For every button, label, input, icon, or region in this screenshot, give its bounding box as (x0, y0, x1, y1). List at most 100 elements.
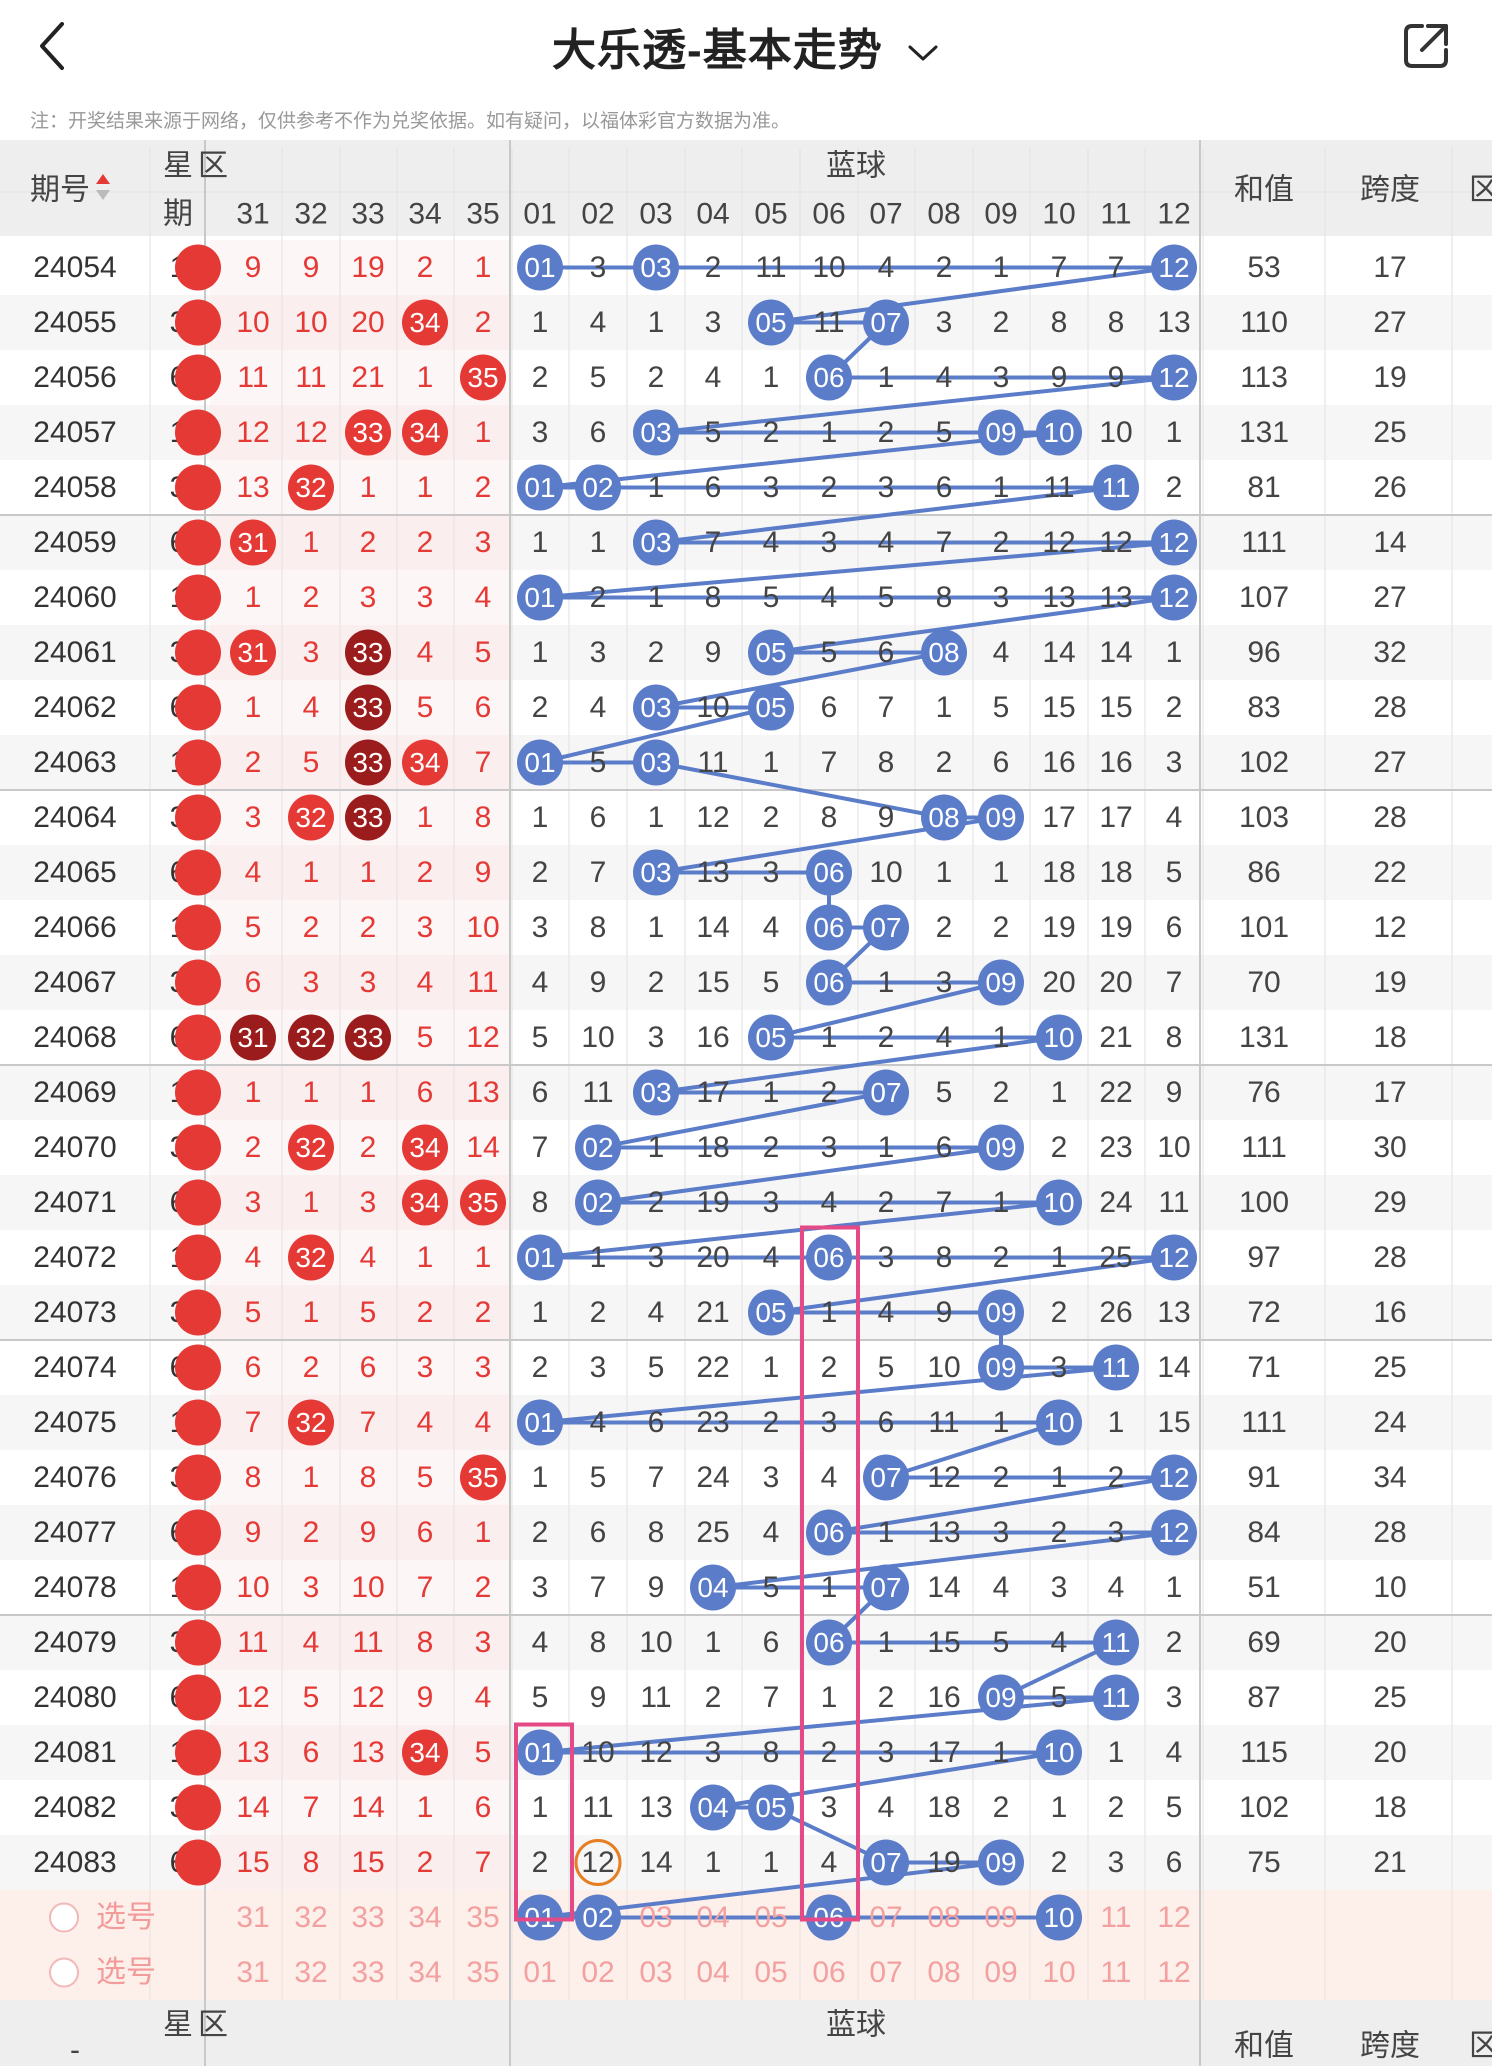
top-navigation-bar: 大乐透-基本走势 (0, 0, 1492, 95)
blue-miss-count: 7 (590, 856, 607, 889)
blue-ball-number: 01 (524, 747, 555, 778)
blue-miss-count: 3 (590, 636, 607, 669)
table-row[interactable]: 24078110310723790451071443415110 (33, 1564, 1407, 1611)
table-row[interactable]: 24060112334012185458313131210727 (33, 574, 1407, 621)
sort-desc-icon[interactable] (96, 190, 110, 200)
front-miss-count: 7 (245, 1406, 262, 1439)
issue-cell: 24077 (33, 1516, 116, 1549)
blue-miss-count: 2 (1051, 1296, 1068, 1329)
table-row[interactable]: 24074662633235221251009311147125 (33, 1344, 1407, 1391)
front-zone-band (210, 1505, 510, 1560)
blue-miss-count: 2 (532, 361, 549, 394)
blue-miss-count: 4 (993, 636, 1010, 669)
blue-miss-count: 11 (582, 1791, 613, 1824)
front-miss-count: 2 (245, 1131, 262, 1164)
front-ball-number: 34 (409, 1132, 440, 1163)
blue-select-number: 09 (984, 1901, 1017, 1934)
table-row[interactable]: 240613313334513290556084141419632 (33, 629, 1407, 676)
front-ball (288, 1234, 334, 1281)
select-row[interactable]: 选号 31 32 33 34 35 01 02 03 04 05 06 07 08 09 10 11 12 (49, 1956, 1191, 1989)
table-row[interactable]: 240691111613611031712075212297617 (33, 1069, 1407, 1116)
blue-miss-count: 6 (993, 746, 1010, 779)
table-row[interactable]: 2406863132335125103160512411021813118 (33, 1014, 1407, 1061)
table-row[interactable]: 2407517327440146232361111011511124 (33, 1399, 1407, 1446)
front-miss-count: 1 (417, 801, 434, 834)
blue-miss-count: 1 (532, 801, 549, 834)
blue-miss-count: 16 (1042, 746, 1075, 779)
front-ball-number: 32 (295, 1022, 326, 1053)
table-row[interactable]: 24071631334358022193427110241110029 (33, 1179, 1407, 1226)
blue-miss-count: 6 (936, 471, 953, 504)
table-row[interactable]: 24063125333470150311178261616310227 (33, 739, 1407, 786)
chevron-left-icon[interactable] (30, 18, 80, 74)
table-row[interactable]: 24073351522124210514909226137216 (33, 1289, 1407, 1336)
table-row[interactable]: 240656411292703133061011181858622 (33, 849, 1407, 896)
table-row[interactable]: 240811136133450110123823171101411520 (33, 1729, 1407, 1776)
front-ball-number: 31 (237, 527, 268, 558)
table-row[interactable]: 240541991921013032111042177125317 (33, 244, 1407, 291)
select-radio[interactable] (49, 1957, 79, 1988)
blue-ball (863, 1564, 909, 1611)
table-row[interactable]: 240673633411492155061309202077019 (33, 959, 1407, 1006)
blue-miss-count: 4 (993, 1571, 1010, 1604)
table-row[interactable]: 240806125129459112712160951138725 (33, 1674, 1407, 1721)
blue-miss-count: 24 (1099, 1186, 1132, 1219)
selected-blue-ball[interactable] (575, 1894, 621, 1941)
blue-miss-count: 8 (705, 581, 722, 614)
table-row[interactable]: 24064333233181611228908091717410328 (33, 794, 1407, 841)
table-row[interactable]: 240721432411011320406382125129728 (33, 1234, 1407, 1281)
select-radio[interactable] (49, 1902, 79, 1933)
partial-ball (175, 1234, 221, 1281)
front-select-number: 33 (351, 1901, 384, 1934)
table-row[interactable]: 240703232234147021182316092231011130 (33, 1124, 1407, 1171)
table-row[interactable]: 2407769296126825406113323128428 (33, 1509, 1407, 1556)
front-ball (402, 739, 448, 786)
blue-miss-count: 2 (993, 1241, 1010, 1274)
table-row[interactable]: 2405661111211352524106143991211319 (33, 354, 1407, 401)
blue-miss-count: 13 (1042, 581, 1075, 614)
table-row[interactable]: 240626143356240310056715151528328 (33, 684, 1407, 731)
page-title-dropdown[interactable]: 大乐透-基本走势 (0, 14, 1492, 78)
front-ball (402, 409, 448, 456)
blue-miss-count: 3 (878, 1241, 895, 1274)
issue-cell: 24069 (33, 1076, 116, 1109)
sort-asc-icon[interactable] (96, 174, 110, 184)
blue-col-header: 09 (984, 198, 1017, 231)
blue-select-number: 10 (1042, 1956, 1075, 1989)
trend-line-segment (655, 760, 945, 820)
table-row[interactable]: 240571121233341360352125091010113125 (33, 409, 1407, 456)
share-icon[interactable] (1398, 18, 1454, 74)
front-ball-number: 34 (409, 1187, 440, 1218)
table-row[interactable]: 24082314714161111304053418212510218 (33, 1784, 1407, 1831)
sum-cell: 69 (1247, 1626, 1280, 1659)
partial-ball (175, 1839, 221, 1886)
blue-ball-number: 12 (1158, 1462, 1189, 1493)
blue-miss-count: 8 (1051, 306, 1068, 339)
partial-ball (175, 409, 221, 456)
table-row[interactable]: 240553101020342141305110732881311027 (33, 299, 1407, 346)
blue-ball-number: 12 (1158, 252, 1189, 283)
table-row[interactable]: 240583133211201021632361111128126 (33, 464, 1407, 511)
front-miss-count: 12 (351, 1681, 384, 1714)
table-row[interactable]: 240793114118348101606115541126920 (33, 1619, 1407, 1666)
blue-select-number: 08 (927, 1956, 960, 1989)
front-miss-count: 15 (236, 1846, 269, 1879)
sum-cell: 111 (1241, 1406, 1287, 1439)
blue-ball-number: 05 (755, 1792, 786, 1823)
blue-miss-count: 19 (1099, 911, 1132, 944)
blue-miss-count: 7 (532, 1131, 549, 1164)
table-row[interactable]: 24076381853515724340712212129134 (33, 1454, 1407, 1501)
table-row[interactable]: 2406615223103811440607221919610112 (33, 904, 1407, 951)
select-row[interactable]: 选号 31 32 33 34 35 01 02 03 04 05 06 07 08 09 10 11 12 (49, 1894, 1191, 1941)
blue-ball (978, 409, 1024, 456)
table-row[interactable]: 2408361581527212141140719092367521 (33, 1839, 1407, 1886)
blue-miss-count: 8 (1166, 1021, 1183, 1054)
blue-miss-count: 7 (1051, 251, 1068, 284)
blue-miss-count: 3 (993, 361, 1010, 394)
blue-ball-number: 01 (524, 1737, 555, 1768)
blue-miss-count: 1 (648, 801, 665, 834)
issue-cell: 24059 (33, 526, 116, 559)
blue-miss-count: 1 (821, 1681, 838, 1714)
table-row[interactable]: 240596311223110374347212121211114 (33, 519, 1407, 566)
selected-blue-ball[interactable] (1036, 1894, 1082, 1941)
